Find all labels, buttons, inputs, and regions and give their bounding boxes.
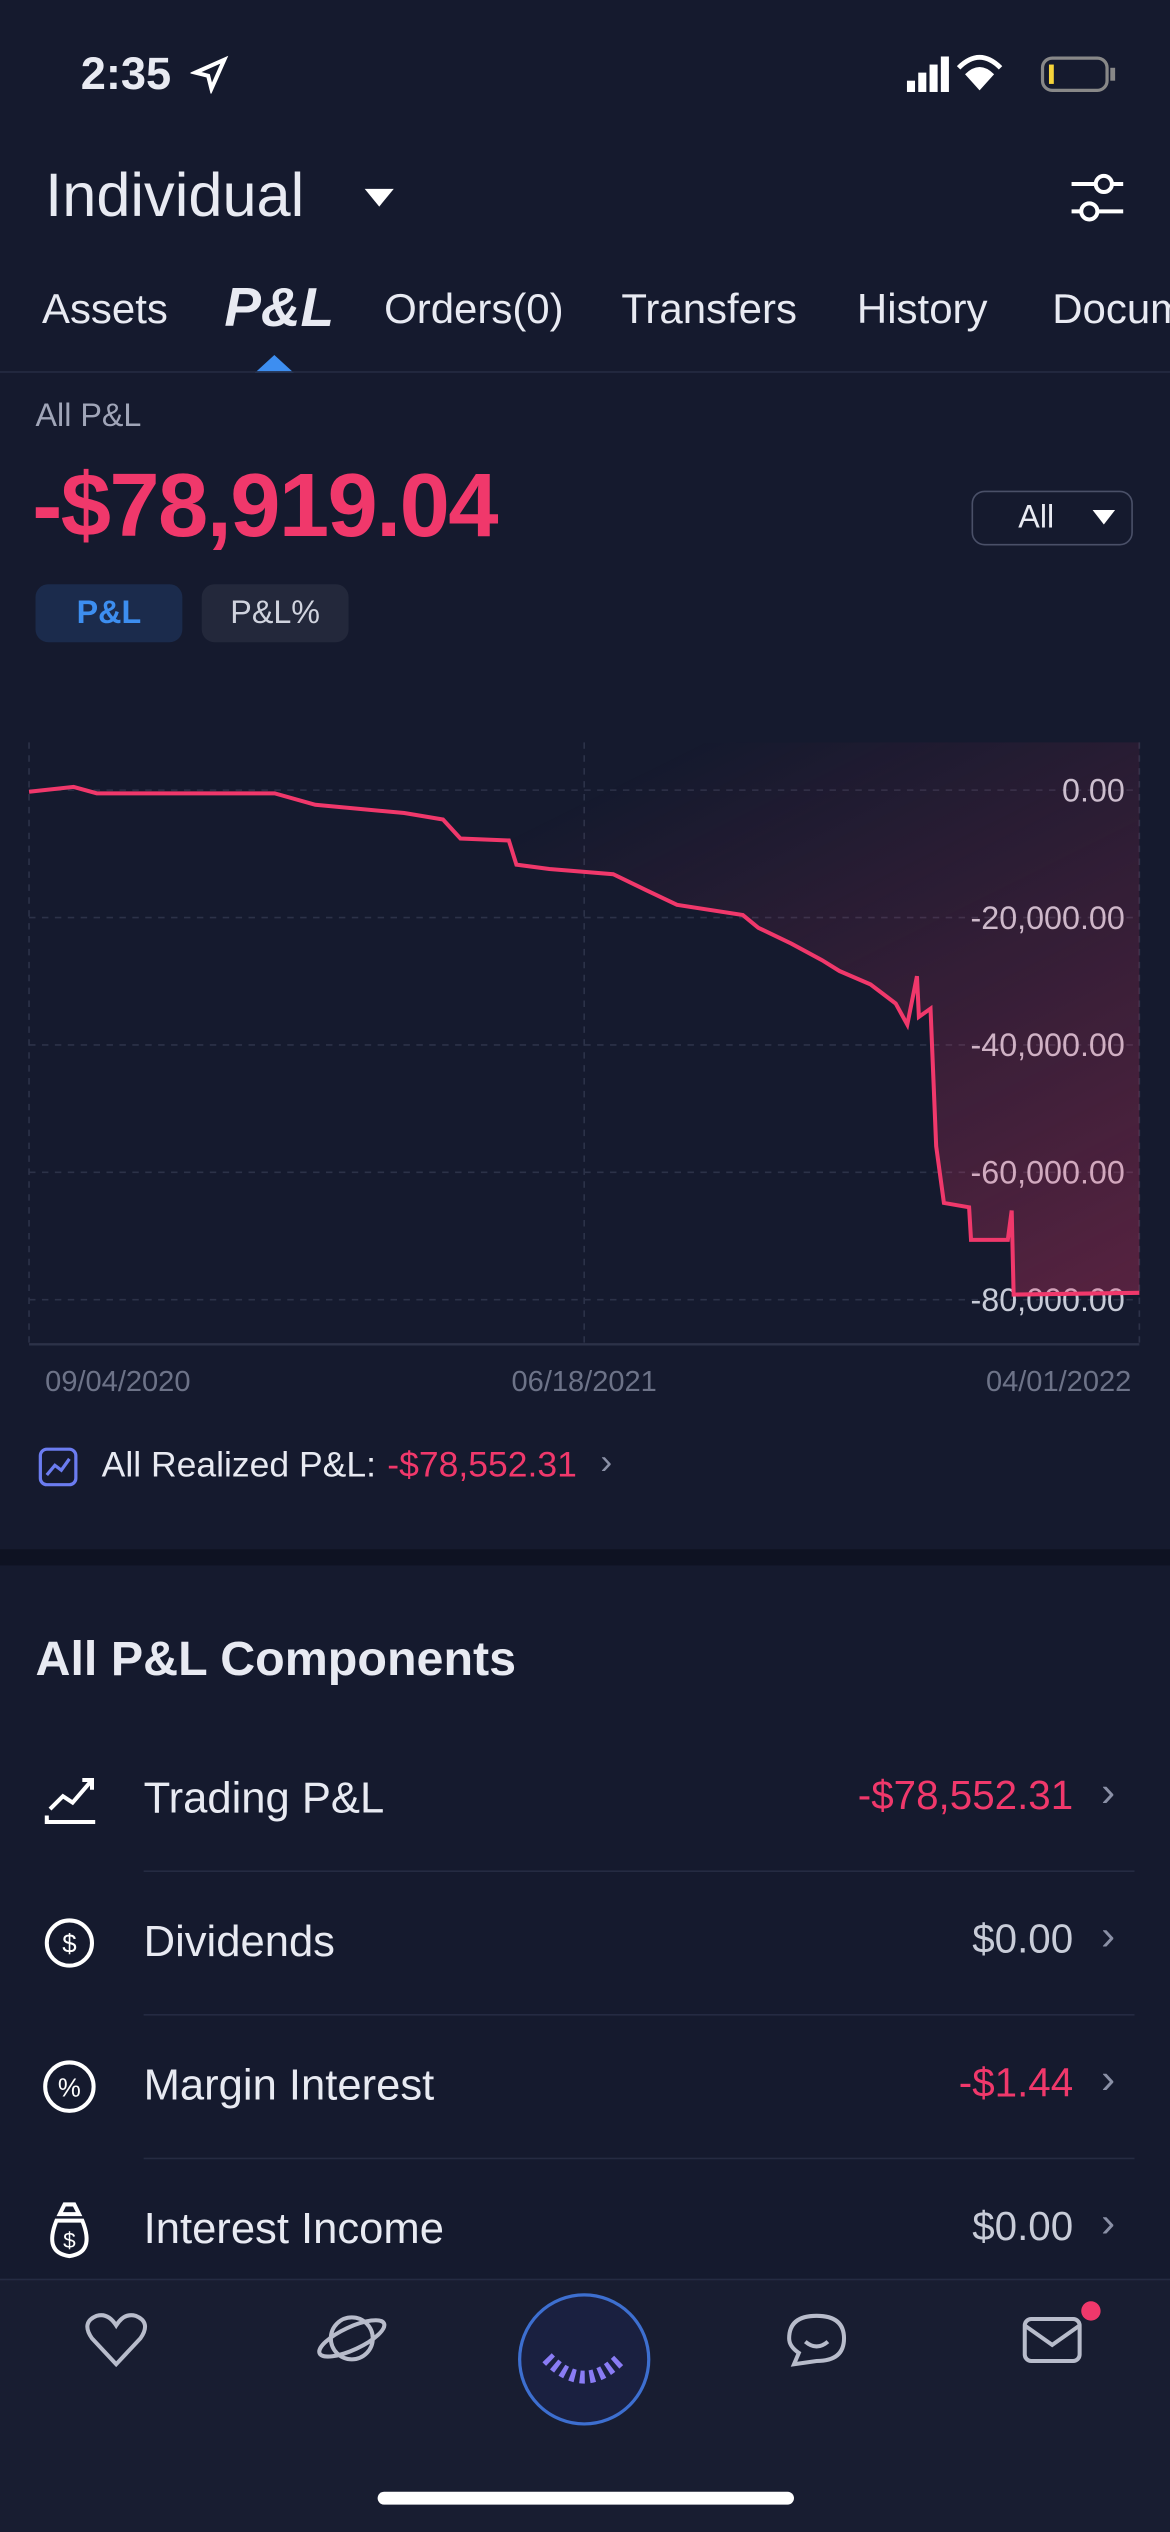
range-select[interactable]: All xyxy=(971,490,1133,546)
component-value: -$1.44 xyxy=(958,2060,1074,2107)
settings-icon[interactable] xyxy=(1068,171,1126,226)
chevron: › xyxy=(1101,2197,1116,2247)
dropdown-arrow[interactable] xyxy=(361,184,397,210)
component-label: Interest Income xyxy=(143,2204,444,2253)
report-icon xyxy=(38,1447,78,1487)
tab[interactable]: Orders(0) xyxy=(384,284,564,333)
component-icon xyxy=(40,1767,105,1840)
realized-label[interactable]: All Realized P&L: xyxy=(101,1444,376,1485)
range-label: All xyxy=(1018,500,1055,536)
tab-indicator xyxy=(254,355,294,373)
component-icon: $ xyxy=(40,1911,105,1984)
home-indicator xyxy=(377,2491,794,2505)
x-tick-label: 04/01/2022 xyxy=(986,1366,1131,1398)
component-value: -$78,552.31 xyxy=(857,1773,1074,1819)
component-value: $0.00 xyxy=(972,2204,1074,2250)
component-icon: $ xyxy=(40,2198,105,2271)
component-row[interactable]: % Margin Interest -$1.44 › xyxy=(0,2016,1170,2160)
chart: 09/04/202006/18/202104/01/20220.00-20,00… xyxy=(28,742,1141,1398)
time: 2:35 xyxy=(80,48,172,99)
status-icons xyxy=(906,54,1116,92)
divider xyxy=(0,371,1170,373)
bottom-nav: Watchlists Markets Community Messages xyxy=(0,2278,1170,2532)
tab-bar: Assets P&L Orders(0) Transfers History Docume… xyxy=(0,281,1170,346)
area xyxy=(29,742,1140,1295)
messages-icon[interactable] xyxy=(1020,2300,1104,2371)
component-value: $0.00 xyxy=(972,1917,1074,1963)
components-title: All P&L Components xyxy=(35,1633,517,1687)
separator xyxy=(143,2157,1135,2160)
component-row[interactable]: $ Interest Income $0.00 › xyxy=(0,2159,1170,2303)
component-label: Trading P&L xyxy=(143,1773,385,1822)
center-button[interactable] xyxy=(518,2293,651,2426)
component-label: Dividends xyxy=(143,1917,335,1966)
section-divider xyxy=(0,1549,1170,1566)
account-name[interactable]: Individual xyxy=(45,162,305,231)
component-icon: % xyxy=(40,2054,105,2127)
svg-text:%: % xyxy=(58,2074,81,2102)
pnl-total: -$78,919.04 xyxy=(32,453,498,556)
community-icon[interactable] xyxy=(784,2309,849,2370)
location-icon xyxy=(190,55,229,94)
line xyxy=(28,784,1140,1297)
tab[interactable]: Assets xyxy=(41,284,168,333)
x-tick-label: 06/18/2021 xyxy=(512,1366,657,1398)
separator xyxy=(143,2014,1135,2016)
svg-text:$: $ xyxy=(63,2228,76,2253)
dropdown-arrow xyxy=(1092,509,1116,525)
realized-value[interactable]: -$78,552.31 xyxy=(387,1444,577,1485)
watchlists-icon[interactable] xyxy=(84,2309,149,2370)
tab[interactable]: History xyxy=(856,284,988,333)
tab[interactable]: Transfers xyxy=(621,284,797,333)
chevron: › xyxy=(1101,2054,1116,2103)
tab[interactable]: P&L xyxy=(224,280,335,339)
pnl-label: All P&L xyxy=(35,398,142,435)
component-label: Margin Interest xyxy=(143,2060,435,2110)
svg-text:$: $ xyxy=(62,1931,76,1959)
toggle-pnl[interactable]: P&L xyxy=(35,584,183,643)
markets-icon[interactable] xyxy=(316,2306,387,2371)
chevron: › xyxy=(600,1441,613,1482)
component-row[interactable]: $ Dividends $0.00 › xyxy=(0,1872,1170,2016)
separator xyxy=(143,1870,1135,1873)
chevron: › xyxy=(1101,1910,1116,1960)
chevron: › xyxy=(1101,1767,1116,1816)
tab[interactable]: Documents xyxy=(1052,284,1170,333)
component-row[interactable]: Trading P&L -$78,552.31 › xyxy=(0,1728,1170,1873)
x-tick-label: 09/04/2020 xyxy=(45,1366,190,1398)
toggle-pnl-pct[interactable]: P&L% xyxy=(201,584,349,643)
